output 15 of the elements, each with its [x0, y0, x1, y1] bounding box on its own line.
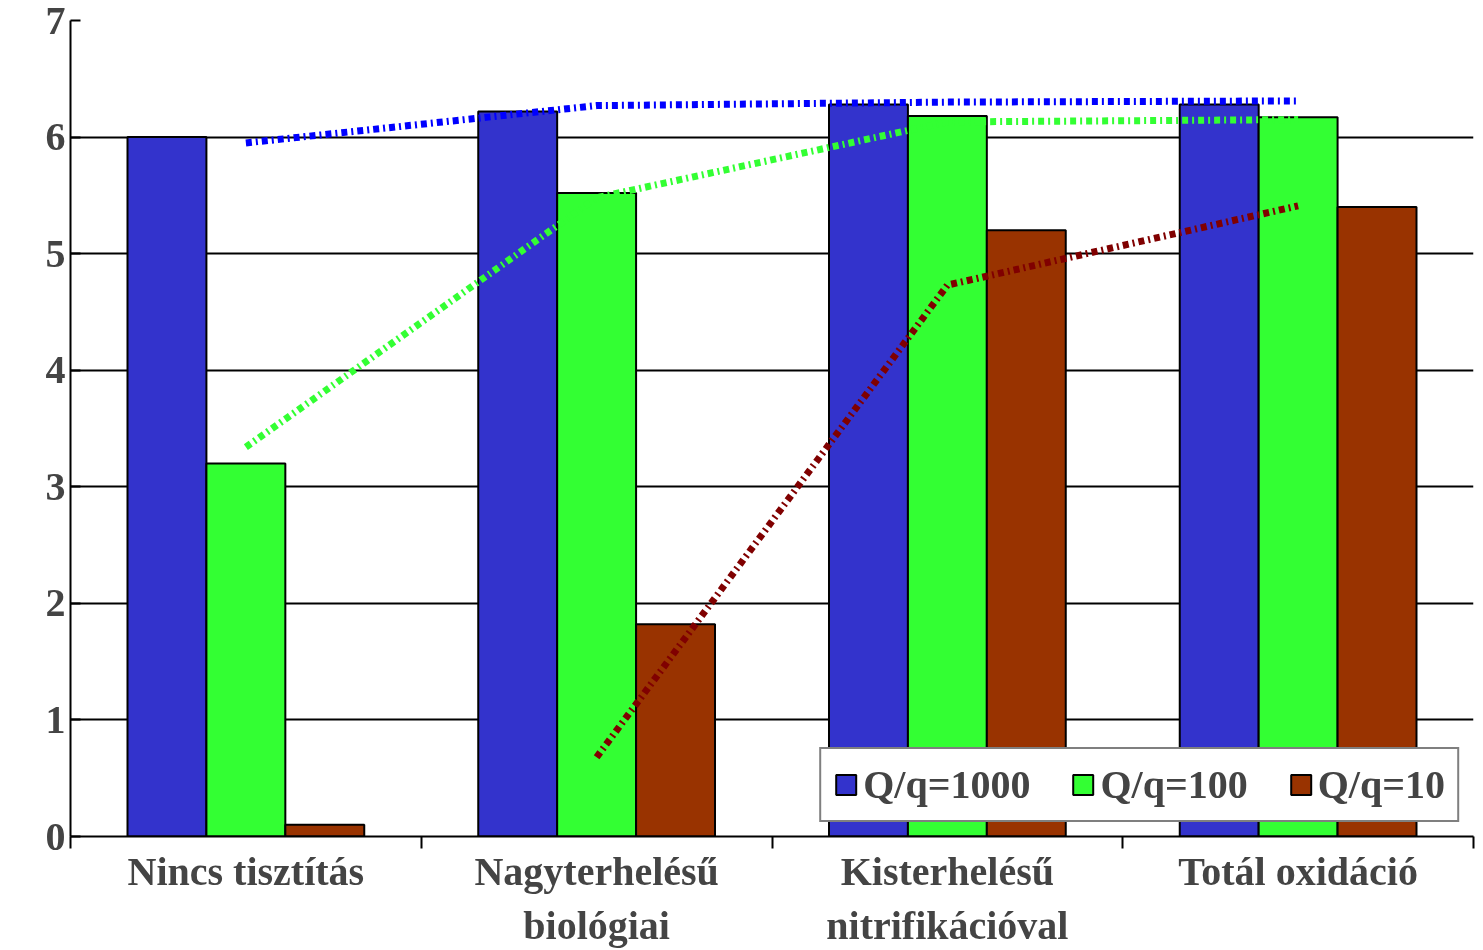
- legend-label: Q/q=100: [1100, 761, 1248, 808]
- y-tick-label: 4: [45, 347, 66, 393]
- y-tick-label: 2: [45, 580, 66, 626]
- y-tick-label: 6: [45, 114, 66, 160]
- y-tick-label: 7: [45, 0, 66, 43]
- y-tick-label: 5: [45, 230, 66, 276]
- x-tick-label: Kisterhelésű nitrifikációval: [826, 848, 1069, 948]
- x-tick-label: Nagyterhelésű biológiai: [474, 848, 719, 948]
- x-tick-label: Totál oxidáció: [1178, 848, 1418, 894]
- y-tick-label: 3: [45, 463, 66, 509]
- y-tick-label: 1: [45, 696, 66, 742]
- x-tick-label: Nincs tisztítás: [127, 848, 365, 894]
- legend-label: Q/q=1000: [863, 761, 1031, 808]
- legend-label: Q/q=10: [1317, 761, 1445, 808]
- y-tick-label: 0: [45, 813, 66, 859]
